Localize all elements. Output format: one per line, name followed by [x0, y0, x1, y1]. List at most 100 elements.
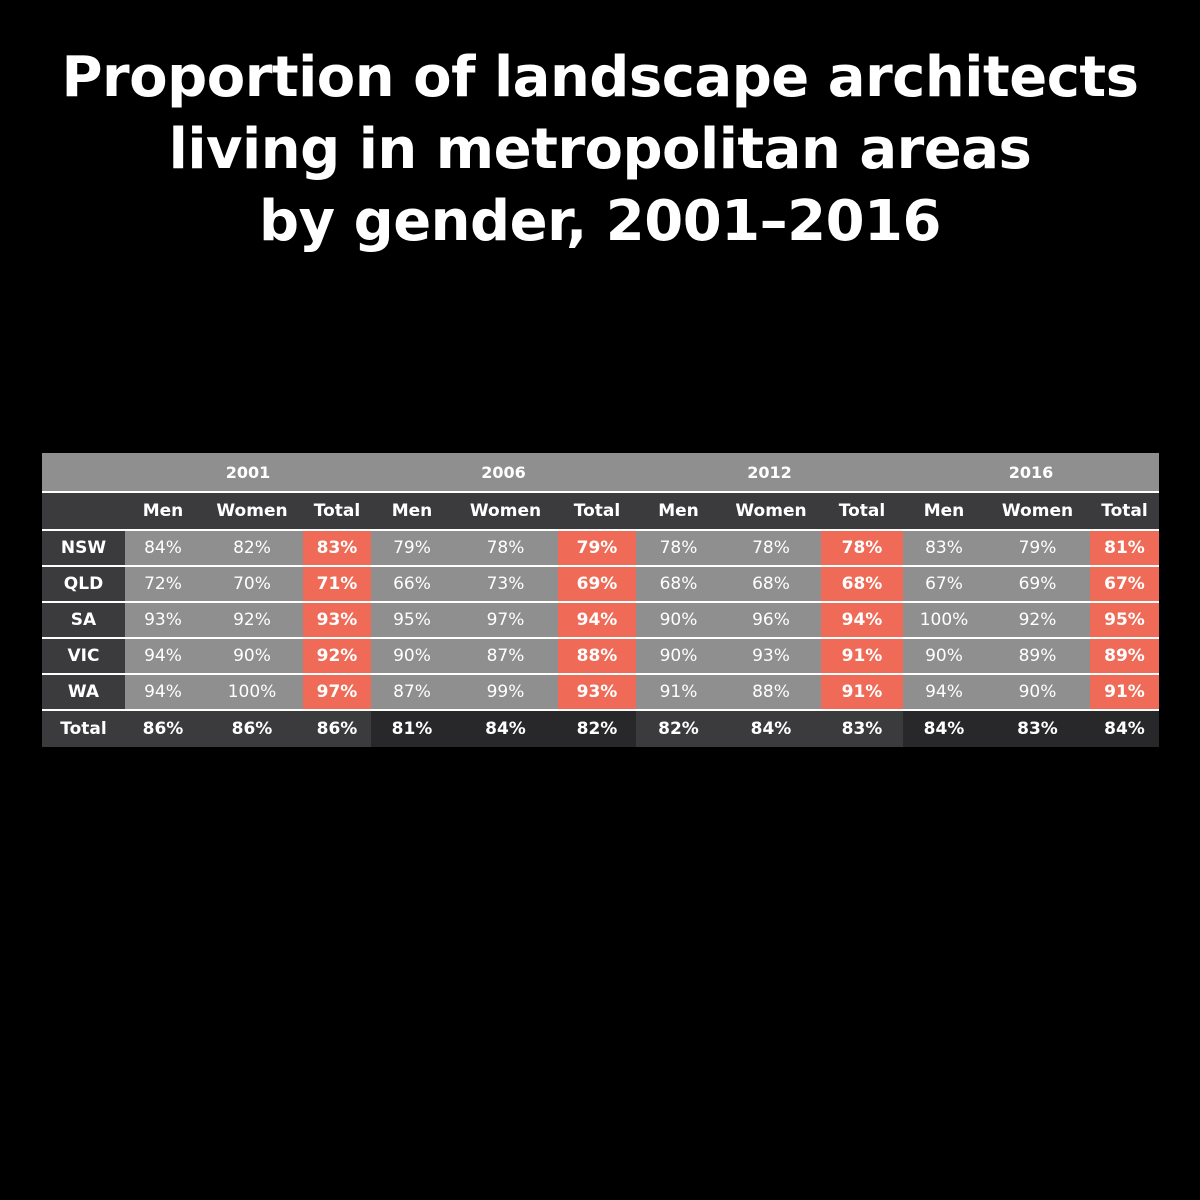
- value-cell: 95%: [371, 602, 453, 638]
- column-header-women: Women: [721, 492, 821, 530]
- value-cell: 93%: [125, 602, 201, 638]
- total-value-cell: 83%: [821, 710, 903, 747]
- column-header-women: Women: [453, 492, 558, 530]
- total-value-cell: 78%: [821, 530, 903, 566]
- value-cell: 87%: [453, 638, 558, 674]
- column-header-men: Men: [125, 492, 201, 530]
- value-cell: 72%: [125, 566, 201, 602]
- value-cell: 96%: [721, 602, 821, 638]
- value-cell: 88%: [721, 674, 821, 710]
- value-cell: 86%: [201, 710, 303, 747]
- total-value-cell: 69%: [558, 566, 636, 602]
- value-cell: 84%: [125, 530, 201, 566]
- value-cell: 94%: [903, 674, 985, 710]
- total-value-cell: 95%: [1090, 602, 1159, 638]
- column-header-men: Men: [903, 492, 985, 530]
- total-value-cell: 88%: [558, 638, 636, 674]
- column-header-men: Men: [371, 492, 453, 530]
- row-label: QLD: [42, 566, 125, 602]
- value-cell: 78%: [453, 530, 558, 566]
- total-value-cell: 89%: [1090, 638, 1159, 674]
- value-cell: 100%: [201, 674, 303, 710]
- value-cell: 94%: [125, 674, 201, 710]
- value-cell: 82%: [201, 530, 303, 566]
- value-cell: 84%: [903, 710, 985, 747]
- value-cell: 92%: [985, 602, 1090, 638]
- value-cell: 89%: [985, 638, 1090, 674]
- total-value-cell: 84%: [1090, 710, 1159, 747]
- value-cell: 84%: [721, 710, 821, 747]
- year-header: 2006: [371, 453, 636, 492]
- total-value-cell: 86%: [303, 710, 371, 747]
- total-value-cell: 83%: [303, 530, 371, 566]
- value-cell: 93%: [721, 638, 821, 674]
- value-cell: 79%: [371, 530, 453, 566]
- table-row: NSW 84% 82% 83% 79% 78% 79% 78% 78% 78% 83% 79% 81%: [42, 530, 1159, 566]
- corner-cell: [42, 492, 125, 530]
- column-header-women: Women: [201, 492, 303, 530]
- value-cell: 90%: [636, 602, 721, 638]
- value-cell: 92%: [201, 602, 303, 638]
- total-value-cell: 81%: [1090, 530, 1159, 566]
- title-line-2: living in metropolitan areas: [168, 117, 1032, 182]
- total-value-cell: 93%: [558, 674, 636, 710]
- table-row: QLD 72% 70% 71% 66% 73% 69% 68% 68% 68% 67% 69% 67%: [42, 566, 1159, 602]
- row-label: SA: [42, 602, 125, 638]
- value-cell: 68%: [721, 566, 821, 602]
- year-header: 2016: [903, 453, 1159, 492]
- total-value-cell: 91%: [1090, 674, 1159, 710]
- value-cell: 73%: [453, 566, 558, 602]
- row-label: NSW: [42, 530, 125, 566]
- row-label: WA: [42, 674, 125, 710]
- total-value-cell: 97%: [303, 674, 371, 710]
- year-header: 2001: [125, 453, 371, 492]
- table-row: VIC 94% 90% 92% 90% 87% 88% 90% 93% 91% 90% 89% 89%: [42, 638, 1159, 674]
- value-cell: 90%: [985, 674, 1090, 710]
- row-label: VIC: [42, 638, 125, 674]
- column-header-total: Total: [558, 492, 636, 530]
- value-cell: 86%: [125, 710, 201, 747]
- value-cell: 90%: [903, 638, 985, 674]
- total-value-cell: 94%: [821, 602, 903, 638]
- total-value-cell: 91%: [821, 638, 903, 674]
- value-cell: 79%: [985, 530, 1090, 566]
- value-cell: 97%: [453, 602, 558, 638]
- value-cell: 78%: [721, 530, 821, 566]
- value-cell: 90%: [636, 638, 721, 674]
- data-table: 2001 2006 2012 2016 Men Women Total Men …: [42, 453, 1159, 747]
- table-body: NSW 84% 82% 83% 79% 78% 79% 78% 78% 78% 83% 79% 81% Q…: [42, 530, 1159, 747]
- title-line-3: by gender, 2001–2016: [259, 189, 941, 254]
- value-cell: 100%: [903, 602, 985, 638]
- value-cell: 69%: [985, 566, 1090, 602]
- column-header-row: Men Women Total Men Women Total Men Wome…: [42, 492, 1159, 530]
- value-cell: 70%: [201, 566, 303, 602]
- total-value-cell: 92%: [303, 638, 371, 674]
- column-header-total: Total: [821, 492, 903, 530]
- value-cell: 83%: [985, 710, 1090, 747]
- total-value-cell: 93%: [303, 602, 371, 638]
- total-value-cell: 68%: [821, 566, 903, 602]
- total-row: Total 86% 86% 86% 81% 84% 82% 82% 84% 83% 84% 83% 84…: [42, 710, 1159, 747]
- chart-title: Proportion of landscape architects livin…: [0, 42, 1200, 258]
- value-cell: 91%: [636, 674, 721, 710]
- value-cell: 68%: [636, 566, 721, 602]
- value-cell: 78%: [636, 530, 721, 566]
- value-cell: 67%: [903, 566, 985, 602]
- column-header-total: Total: [303, 492, 371, 530]
- value-cell: 90%: [371, 638, 453, 674]
- total-value-cell: 71%: [303, 566, 371, 602]
- total-value-cell: 82%: [558, 710, 636, 747]
- value-cell: 87%: [371, 674, 453, 710]
- total-value-cell: 94%: [558, 602, 636, 638]
- total-value-cell: 91%: [821, 674, 903, 710]
- value-cell: 81%: [371, 710, 453, 747]
- total-value-cell: 67%: [1090, 566, 1159, 602]
- year-header-row: 2001 2006 2012 2016: [42, 453, 1159, 492]
- value-cell: 83%: [903, 530, 985, 566]
- value-cell: 84%: [453, 710, 558, 747]
- column-header-total: Total: [1090, 492, 1159, 530]
- value-cell: 66%: [371, 566, 453, 602]
- value-cell: 99%: [453, 674, 558, 710]
- column-header-women: Women: [985, 492, 1090, 530]
- total-value-cell: 79%: [558, 530, 636, 566]
